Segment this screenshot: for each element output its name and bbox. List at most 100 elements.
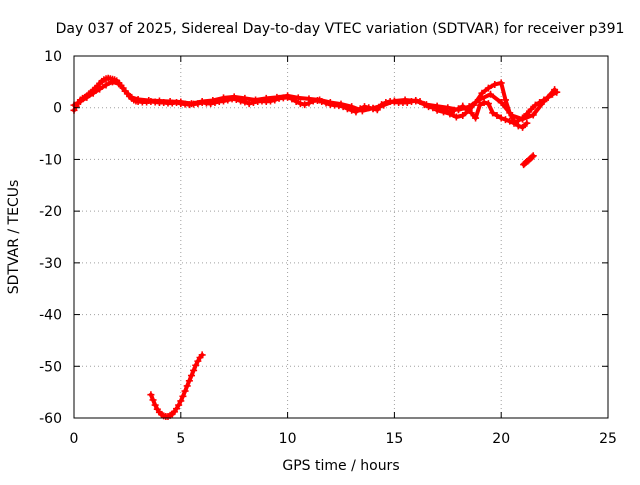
data-point bbox=[177, 98, 185, 106]
x-tick-label: 10 bbox=[279, 431, 297, 447]
data-point bbox=[230, 93, 238, 101]
series-layer bbox=[70, 74, 561, 420]
data-point bbox=[444, 104, 452, 112]
data-point bbox=[478, 89, 486, 97]
data-point bbox=[181, 387, 189, 395]
data-point bbox=[529, 111, 537, 119]
data-point bbox=[337, 100, 345, 108]
x-tick-label: 15 bbox=[385, 431, 403, 447]
data-point bbox=[220, 94, 228, 102]
data-point bbox=[422, 101, 430, 109]
data-point bbox=[245, 100, 253, 108]
data-point bbox=[531, 101, 539, 109]
data-point bbox=[155, 97, 163, 105]
data-point bbox=[497, 114, 505, 122]
data-point bbox=[96, 85, 104, 93]
data-point bbox=[102, 81, 110, 89]
data-point bbox=[540, 98, 548, 106]
data-point bbox=[433, 106, 441, 114]
data-point bbox=[452, 113, 460, 121]
data-point bbox=[501, 96, 509, 104]
data-point bbox=[294, 94, 302, 102]
data-series-4 bbox=[147, 351, 206, 420]
y-axis-label: SDTVAR / TECUs bbox=[6, 180, 22, 295]
data-point bbox=[527, 105, 535, 113]
data-point bbox=[380, 101, 388, 109]
data-point bbox=[484, 100, 492, 108]
data-point bbox=[369, 104, 377, 112]
plot-frame bbox=[73, 55, 609, 419]
data-point bbox=[149, 396, 157, 404]
data-point bbox=[446, 110, 454, 118]
data-point bbox=[480, 99, 488, 107]
data-point bbox=[519, 123, 527, 131]
data-point bbox=[459, 111, 467, 119]
data-point bbox=[128, 93, 136, 101]
data-point bbox=[412, 97, 420, 105]
data-point bbox=[185, 377, 193, 385]
data-point bbox=[301, 101, 309, 109]
data-point bbox=[472, 114, 480, 122]
data-series-1 bbox=[70, 78, 559, 123]
data-point bbox=[198, 351, 206, 359]
data-point bbox=[523, 119, 531, 127]
data-point bbox=[348, 103, 356, 111]
data-point bbox=[187, 372, 195, 380]
data-point bbox=[316, 96, 324, 104]
data-point bbox=[147, 391, 155, 399]
data-series-3 bbox=[520, 152, 537, 169]
data-point bbox=[190, 366, 198, 374]
axis-ticks: 0 5 10 15 20 25 10 0 -10 -20 -30 -40 -50 -60 bbox=[39, 49, 617, 447]
data-point bbox=[440, 108, 448, 116]
data-point bbox=[115, 80, 123, 88]
data-point bbox=[491, 80, 499, 88]
data-point bbox=[198, 98, 206, 106]
data-point bbox=[465, 106, 473, 114]
data-point bbox=[296, 100, 304, 108]
data-point bbox=[151, 401, 159, 409]
data-point bbox=[401, 96, 409, 104]
data-point bbox=[528, 153, 536, 161]
data-point bbox=[284, 92, 292, 100]
data-point bbox=[194, 357, 202, 365]
data-point bbox=[551, 86, 559, 94]
data-point bbox=[273, 93, 281, 101]
x-axis-label: GPS time / hours bbox=[282, 458, 399, 474]
chart-title: Day 037 of 2025, Sidereal Day-to-day VTE… bbox=[56, 21, 625, 37]
data-point bbox=[497, 99, 505, 107]
data-point bbox=[484, 84, 492, 92]
data-point bbox=[252, 96, 260, 104]
data-point bbox=[187, 100, 195, 108]
data-point bbox=[183, 382, 191, 390]
data-point bbox=[145, 96, 153, 104]
data-point bbox=[506, 109, 514, 117]
data-point bbox=[192, 361, 200, 369]
data-point bbox=[173, 405, 181, 413]
y-tick-label: -50 bbox=[39, 359, 62, 375]
data-point bbox=[108, 78, 116, 86]
data-point bbox=[76, 98, 84, 106]
data-point bbox=[262, 94, 270, 102]
y-tick-label: 10 bbox=[44, 49, 62, 65]
data-point bbox=[510, 117, 518, 125]
data-point bbox=[489, 109, 497, 117]
data-point bbox=[326, 99, 334, 107]
data-point bbox=[179, 392, 187, 400]
x-tick-label: 20 bbox=[492, 431, 510, 447]
data-point bbox=[454, 106, 462, 114]
data-point bbox=[529, 152, 537, 160]
data-point bbox=[514, 122, 522, 130]
data-point bbox=[493, 111, 501, 119]
y-tick-label: -10 bbox=[39, 152, 62, 168]
data-point bbox=[497, 79, 505, 87]
y-tick-label: -30 bbox=[39, 256, 62, 272]
data-point bbox=[305, 95, 313, 103]
data-point bbox=[209, 96, 217, 104]
y-tick-label: -20 bbox=[39, 204, 62, 220]
y-tick-label: -40 bbox=[39, 308, 62, 324]
data-point bbox=[241, 94, 249, 102]
data-point bbox=[390, 97, 398, 105]
x-tick-label: 0 bbox=[70, 431, 79, 447]
data-point bbox=[358, 107, 366, 115]
